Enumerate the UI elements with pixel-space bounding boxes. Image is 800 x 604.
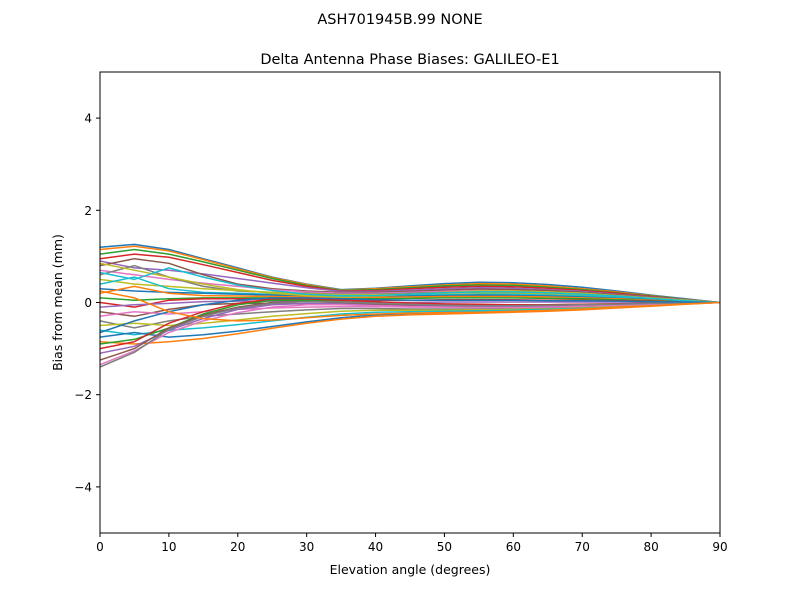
y-tick-label: −2: [74, 388, 92, 402]
x-axis: 0 10 20 30 40 50 60 70 80 90: [96, 533, 728, 554]
x-tick-label: 90: [712, 540, 727, 554]
y-axis: −4 −2 0 2 4: [74, 112, 100, 494]
x-tick-label: 70: [575, 540, 590, 554]
y-axis-label: Bias from mean (mm): [50, 234, 65, 371]
series-line-1: [99, 245, 721, 304]
y-tick-label: 2: [84, 204, 92, 218]
x-axis-label: Elevation angle (degrees): [330, 562, 491, 577]
series-lines: [99, 243, 721, 368]
x-tick-label: 20: [230, 540, 245, 554]
y-tick-label: 4: [84, 112, 92, 126]
chart-suptitle: ASH701945B.99 NONE: [317, 12, 482, 28]
series-line-30: [99, 297, 721, 334]
series-line-3: [99, 253, 721, 304]
series-line-29: [99, 267, 721, 304]
y-tick-label: −4: [74, 480, 92, 494]
series-line-31: [99, 290, 721, 322]
x-tick-label: 40: [368, 540, 383, 554]
series-line-9: [99, 276, 721, 304]
y-tick-label: 0: [84, 296, 92, 310]
chart-title: Delta Antenna Phase Biases: GALILEO-E1: [260, 52, 559, 68]
x-tick-label: 50: [437, 540, 452, 554]
series-line-26: [99, 301, 721, 366]
x-tick-label: 10: [161, 540, 176, 554]
x-tick-label: 30: [299, 540, 314, 554]
series-line-27: [99, 300, 721, 368]
series-line-21: [99, 301, 721, 345]
x-tick-label: 60: [506, 540, 521, 554]
series-line-11: [99, 285, 721, 304]
series-line-0: [99, 243, 721, 304]
x-tick-label: 0: [96, 540, 104, 554]
series-line-5: [99, 257, 721, 304]
series-line-12: [99, 297, 721, 304]
x-tick-label: 80: [643, 540, 658, 554]
